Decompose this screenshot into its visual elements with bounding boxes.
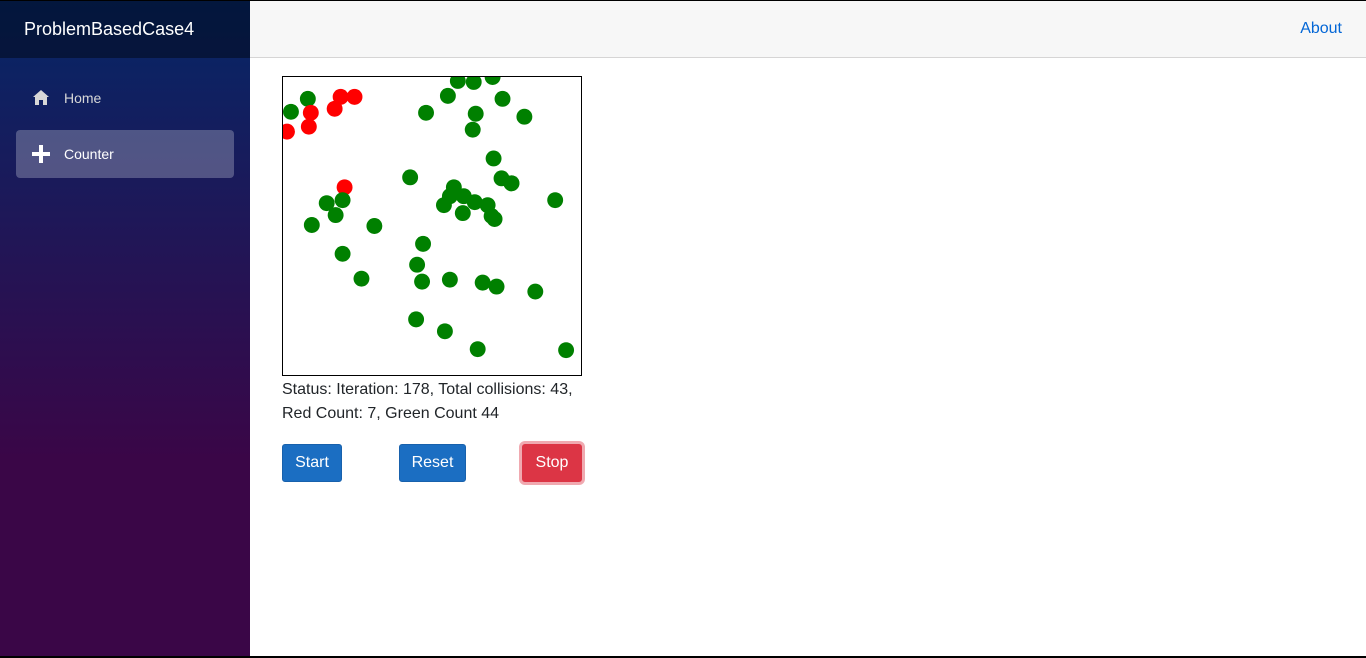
app-brand[interactable]: ProblemBasedCase4 [0,1,250,58]
simulation-canvas [282,76,582,376]
green-ball [527,283,544,300]
green-ball [503,175,520,192]
green-ball [488,278,505,295]
green-ball [516,108,533,125]
green-ball [402,169,419,186]
red-ball [336,179,353,196]
status-line-1: Status: Iteration: 178, Total collisions… [282,381,573,398]
status-line-2: Red Count: 7, Green Count 44 [282,405,500,422]
green-ball [441,271,458,288]
green-ball [465,77,482,90]
sidebar-item-home[interactable]: Home [16,74,234,122]
green-ball [469,341,486,358]
red-ball [302,104,319,121]
green-ball [464,121,481,138]
red-ball [283,123,295,140]
green-ball [353,270,370,287]
green-ball [467,105,484,122]
home-icon [32,89,50,107]
sidebar-item-label: Counter [64,146,114,162]
green-ball [366,218,383,234]
green-ball [486,211,503,227]
stop-button[interactable]: Stop [522,444,582,482]
green-ball [436,323,453,340]
top-bar: About [250,1,1366,58]
sidebar: ProblemBasedCase4 Home Counter [0,1,250,656]
sidebar-item-label: Home [64,90,102,106]
red-ball [300,118,317,135]
start-button[interactable]: Start [282,444,342,482]
green-ball [303,217,320,233]
green-ball [558,342,575,359]
sidebar-item-counter[interactable]: Counter [16,130,234,178]
green-ball [449,77,466,89]
green-ball [435,197,452,214]
green-ball [334,192,351,209]
green-ball [485,150,502,167]
red-ball [346,88,363,105]
green-ball [283,103,299,120]
green-ball [474,274,491,291]
status-text: Status: Iteration: 178, Total collisions… [282,378,582,426]
green-ball [415,235,432,252]
green-ball [454,205,471,222]
green-ball [484,77,501,85]
about-link[interactable]: About [1300,20,1342,37]
nav-menu: Home Counter [0,58,250,178]
green-ball [418,104,434,121]
green-ball [299,90,316,107]
control-buttons: Start Reset Stop [282,444,592,484]
green-ball [334,245,351,262]
green-ball [318,195,335,212]
green-ball [414,273,431,290]
main-content: Status: Iteration: 178, Total collisions… [282,76,592,484]
plus-icon [32,145,50,163]
green-ball [439,87,456,104]
red-ball [326,100,343,117]
red-ball [332,88,349,105]
green-ball [466,194,483,211]
green-ball [494,90,511,107]
green-ball [327,207,344,224]
green-ball [409,256,426,273]
reset-button[interactable]: Reset [399,444,466,482]
green-ball [408,311,425,328]
green-ball [547,192,564,209]
